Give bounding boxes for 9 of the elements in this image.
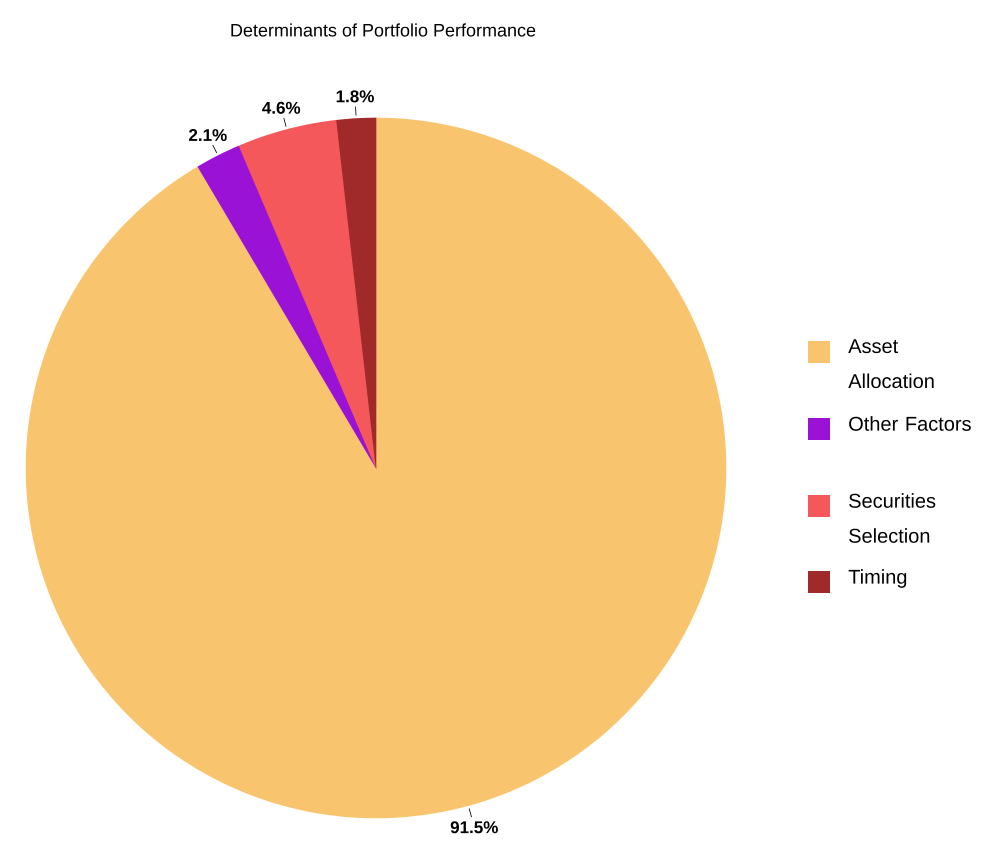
data-label: 4.6%: [262, 102, 300, 114]
data-label: 2.1%: [189, 129, 227, 142]
data-label: 1.8%: [336, 90, 374, 102]
legend-label: Other Factors: [849, 416, 971, 431]
legend-label: Timing: [848, 569, 906, 588]
chart-title: Determinants of Portfolio Performance: [231, 23, 536, 37]
data-label: 91.5%: [450, 821, 498, 834]
legend-label: Asset Allocation: [848, 339, 934, 388]
legend-label: Securities Selection: [849, 493, 936, 543]
